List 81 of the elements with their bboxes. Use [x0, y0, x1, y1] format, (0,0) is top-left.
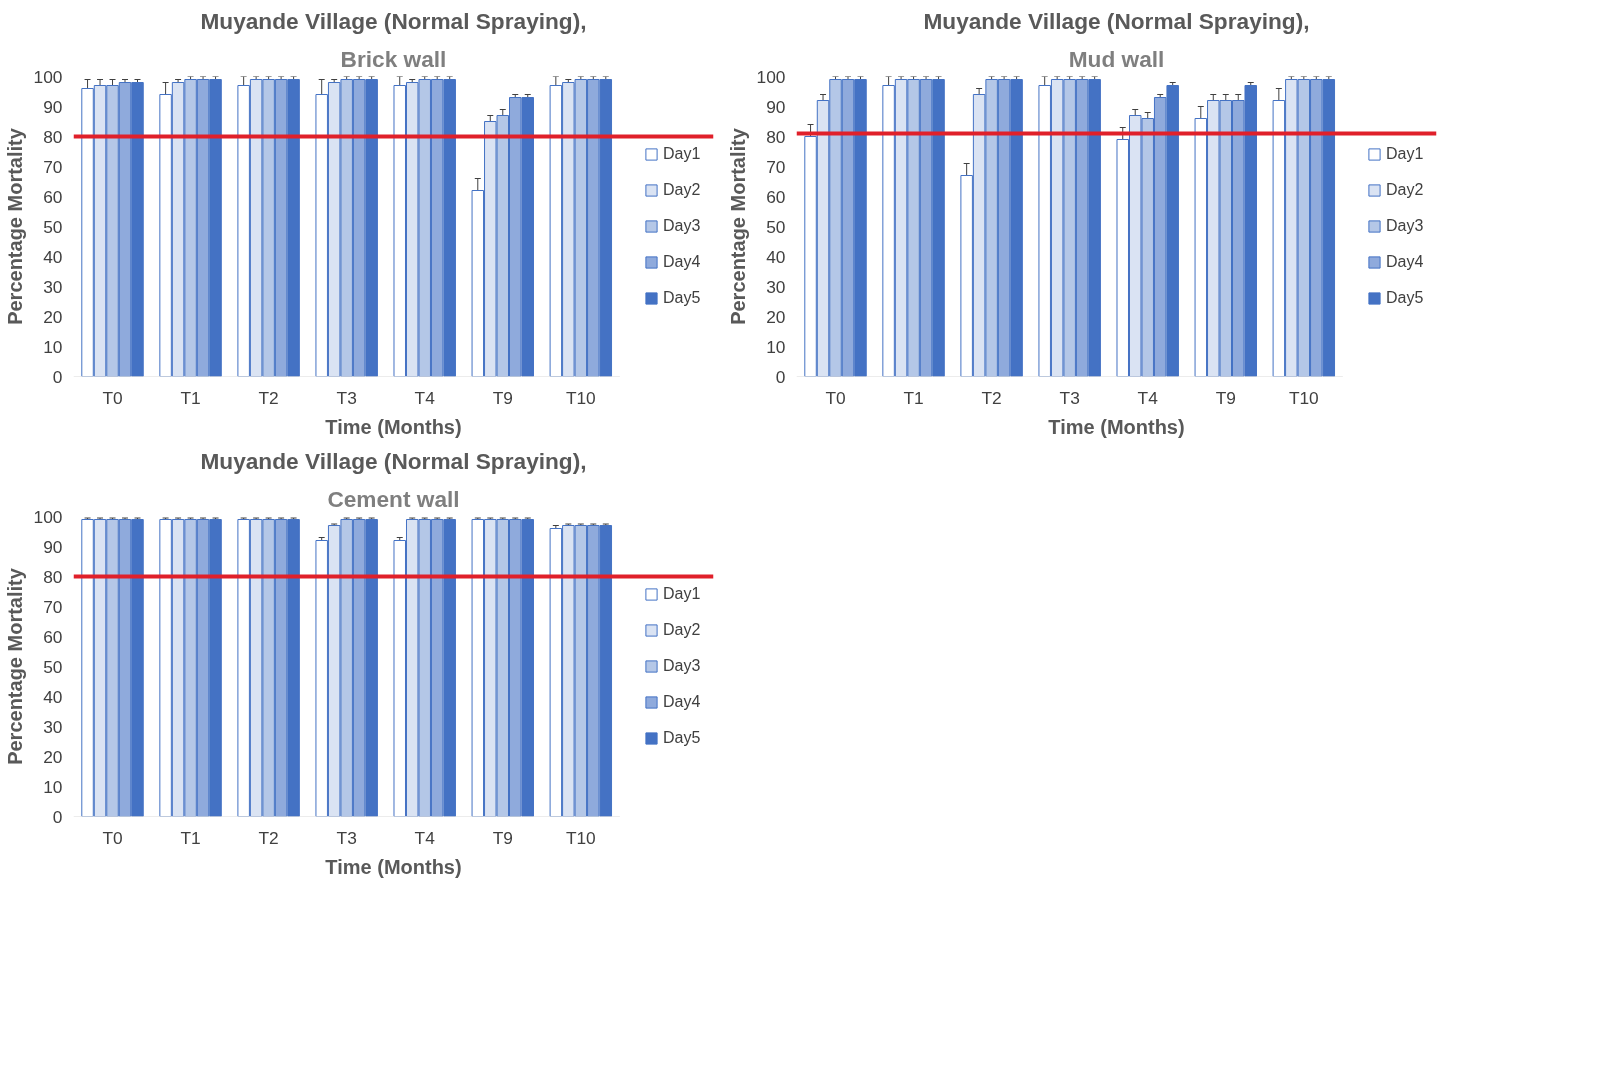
chart-title: Muyande Village (Normal Spraying), — [200, 447, 587, 474]
y-tick-label: 80 — [43, 126, 63, 147]
y-tick-label: 0 — [52, 366, 63, 387]
legend-label: Day2 — [663, 621, 702, 639]
x-tick-label: T0 — [102, 827, 123, 848]
y-tick-label: 10 — [43, 776, 63, 797]
x-tick-label: T4 — [414, 387, 436, 408]
y-tick-label: 20 — [766, 306, 786, 327]
x-tick-label: T9 — [1215, 387, 1236, 408]
y-tick-label: 0 — [52, 806, 63, 827]
y-tick-label: 90 — [43, 536, 63, 557]
y-tick-label: 60 — [43, 186, 63, 207]
x-tick-label: T2 — [258, 827, 279, 848]
x-tick-label: T10 — [565, 387, 596, 408]
x-tick-label: T10 — [1288, 387, 1319, 408]
legend-label: Day5 — [1386, 289, 1425, 307]
y-tick-label: 80 — [766, 126, 786, 147]
legend-label: Day3 — [663, 657, 702, 675]
chart-subtitle: Brick wall — [340, 45, 447, 72]
y-tick-label: 100 — [33, 506, 63, 527]
y-tick-label: 50 — [766, 216, 786, 237]
x-tick-label: T9 — [492, 827, 513, 848]
chart-subtitle: Mud wall — [1068, 45, 1165, 72]
legend-label: Day1 — [1386, 145, 1425, 163]
y-axis-title: Percentage Mortality — [3, 567, 26, 765]
y-tick-label: 60 — [43, 626, 63, 647]
x-tick-label: T0 — [825, 387, 846, 408]
x-tick-label: T10 — [565, 827, 596, 848]
y-tick-label: 50 — [43, 656, 63, 677]
legend-label: Day1 — [663, 145, 702, 163]
y-tick-label: 0 — [775, 366, 786, 387]
y-axis-title: Percentage Mortality — [726, 127, 749, 325]
y-tick-label: 100 — [756, 66, 786, 87]
y-tick-label: 40 — [766, 246, 786, 267]
y-tick-label: 10 — [43, 336, 63, 357]
x-tick-label: T3 — [1059, 387, 1080, 408]
legend-label: Day2 — [1386, 181, 1425, 199]
y-axis-title: Percentage Mortality — [3, 127, 26, 325]
x-tick-label: T1 — [180, 827, 201, 848]
x-axis-title: Time (Months) — [1048, 415, 1185, 438]
y-tick-label: 90 — [43, 96, 63, 117]
y-tick-label: 70 — [766, 156, 786, 177]
legend-label: Day3 — [1386, 217, 1425, 235]
x-axis-title: Time (Months) — [325, 855, 462, 878]
y-tick-label: 60 — [766, 186, 786, 207]
y-tick-label: 70 — [43, 156, 63, 177]
legend-label: Day5 — [663, 289, 702, 307]
y-tick-label: 30 — [43, 716, 63, 737]
x-tick-label: T0 — [102, 387, 123, 408]
y-tick-label: 40 — [43, 246, 63, 267]
legend-label: Day1 — [663, 585, 702, 603]
x-tick-label: T4 — [1137, 387, 1159, 408]
y-tick-label: 90 — [766, 96, 786, 117]
legend-label: Day4 — [1386, 253, 1425, 271]
legend-label: Day3 — [663, 217, 702, 235]
x-tick-label: T3 — [336, 387, 357, 408]
x-tick-label: T1 — [903, 387, 924, 408]
x-tick-label: T1 — [180, 387, 201, 408]
x-tick-label: T2 — [981, 387, 1002, 408]
y-tick-label: 70 — [43, 596, 63, 617]
x-tick-label: T2 — [258, 387, 279, 408]
chart-title: Muyande Village (Normal Spraying), — [200, 7, 587, 34]
y-tick-label: 30 — [766, 276, 786, 297]
y-tick-label: 10 — [766, 336, 786, 357]
x-tick-label: T4 — [414, 827, 436, 848]
y-tick-label: 20 — [43, 746, 63, 767]
chart-subtitle: Cement wall — [327, 485, 460, 512]
y-tick-label: 20 — [43, 306, 63, 327]
y-tick-label: 30 — [43, 276, 63, 297]
y-tick-label: 80 — [43, 566, 63, 587]
y-tick-label: 40 — [43, 686, 63, 707]
x-axis-title: Time (Months) — [325, 415, 462, 438]
legend-label: Day4 — [663, 253, 702, 271]
x-tick-label: T9 — [492, 387, 513, 408]
legend-label: Day4 — [663, 693, 702, 711]
x-tick-label: T3 — [336, 827, 357, 848]
chart-title: Muyande Village (Normal Spraying), — [923, 7, 1310, 34]
y-tick-label: 100 — [33, 66, 63, 87]
legend-label: Day2 — [663, 181, 702, 199]
y-tick-label: 50 — [43, 216, 63, 237]
legend-label: Day5 — [663, 729, 702, 747]
